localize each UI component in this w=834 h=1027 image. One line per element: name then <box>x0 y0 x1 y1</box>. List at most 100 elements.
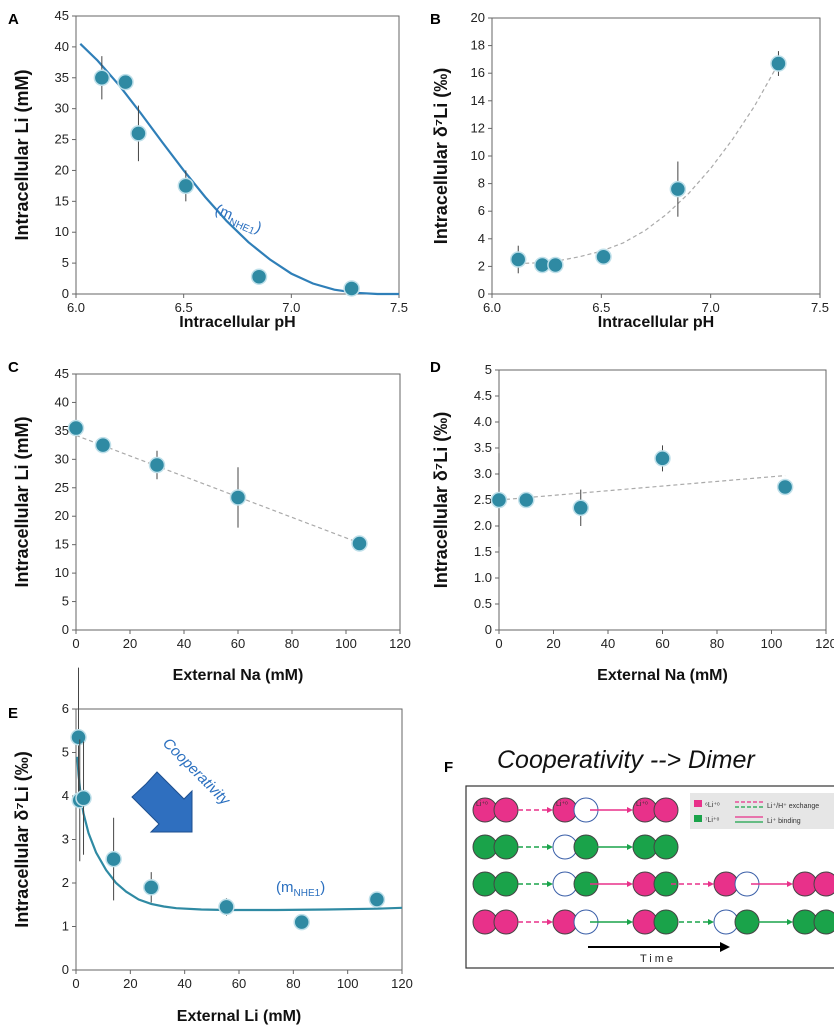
y-tick-label: 8 <box>478 176 485 191</box>
x-tick-label: 20 <box>546 636 560 651</box>
arrow-head <box>547 881 553 887</box>
y-axis-label: Intracellular δ⁷Li (‰) <box>431 68 451 244</box>
y-tick-label: 0.5 <box>474 596 492 611</box>
data-point <box>130 125 147 142</box>
x-tick-label: 0 <box>495 636 502 651</box>
x-tick-label: 0 <box>72 976 79 991</box>
transporter-circle <box>813 909 834 935</box>
y-tick-label: 3.0 <box>474 466 492 481</box>
transporter-circle <box>713 909 739 935</box>
y-tick-label: 18 <box>471 38 485 53</box>
x-tick-label: 120 <box>391 976 413 991</box>
x-tick-label: 7.5 <box>390 300 408 315</box>
plot-frame <box>498 369 827 631</box>
y-tick-label: 20 <box>471 10 485 25</box>
x-tick-label: 6.5 <box>175 300 193 315</box>
x-tick-label: 7.0 <box>702 300 720 315</box>
x-tick-label: 7.0 <box>282 300 300 315</box>
data-point <box>148 456 166 474</box>
y-tick-label: 25 <box>55 480 69 495</box>
y-axis-label: Intracellular δ⁷Li (‰) <box>12 751 32 927</box>
transporter-circle <box>653 909 679 935</box>
y-axis-label: Intracellular δ⁷Li (‰) <box>431 412 451 588</box>
plot-frame <box>491 17 821 295</box>
data-point <box>595 248 612 265</box>
y-tick-label: 3 <box>62 832 69 847</box>
data-point <box>490 491 508 509</box>
y-tick-label: 0 <box>62 962 69 977</box>
circle-label: Li⁺ᵒ <box>556 801 568 808</box>
transporter-circle <box>552 871 578 897</box>
y-tick-label: 15 <box>55 537 69 552</box>
chart-b: 0 2 4 6 8 10 12 14 16 18 20 6.0 6.5 7.0 7.5 Intracellul… <box>431 10 829 331</box>
y-tick-label: 35 <box>55 70 69 85</box>
arrow-head <box>547 807 553 813</box>
arrow-head <box>627 881 633 887</box>
panel-f-title: Cooperativity --> Dimer <box>497 746 756 774</box>
y-tick-label: 35 <box>55 423 69 438</box>
y-tick-label: 4.5 <box>474 388 492 403</box>
transporter-circle <box>653 834 679 860</box>
y-tick-label: 6 <box>478 203 485 218</box>
x-axis-label: External Li (mM) <box>177 1008 301 1025</box>
legend-box <box>690 793 834 829</box>
data-point <box>229 489 247 506</box>
x-tick-label: 80 <box>710 636 724 651</box>
transporter-circle <box>653 797 679 823</box>
data-point <box>343 280 360 297</box>
chart-d: 0 0.5 1.0 1.5 2.0 2.5 3.0 3.5 4.0 4.5 5 0 20 40 60 80 10… <box>431 362 834 684</box>
transporter-circle <box>552 834 578 860</box>
y-tick-label: 20 <box>55 162 69 177</box>
x-axis-label: External Na (mM) <box>173 667 304 684</box>
panel-label-c: C <box>8 359 19 376</box>
x-tick-label: 6.5 <box>592 300 610 315</box>
trend-line <box>498 475 786 501</box>
arrow-head <box>787 919 793 925</box>
data-point <box>142 879 160 896</box>
x-tick-label: 80 <box>285 636 299 651</box>
arrow-head <box>708 919 714 925</box>
data-point <box>250 268 268 285</box>
data-point <box>67 419 85 437</box>
y-tick-label: 16 <box>471 65 485 80</box>
x-tick-label: 6.0 <box>67 300 85 315</box>
panel-label-d: D <box>430 359 441 376</box>
fit-annotation: (mNHE1) <box>276 879 325 899</box>
time-arrow-head <box>720 942 730 952</box>
y-tick-label: 30 <box>55 451 69 466</box>
transporter-circle <box>552 909 578 935</box>
legend-binding-text: Li⁺ binding <box>767 818 801 825</box>
data-point <box>572 499 589 517</box>
arrow-head <box>627 919 633 925</box>
transporter-circle <box>713 871 739 897</box>
transporter-circle <box>632 909 658 935</box>
y-tick-label: 20 <box>55 508 69 523</box>
x-tick-label: 7.5 <box>811 300 829 315</box>
circle-label: Li⁺ᵒ <box>476 801 488 808</box>
data-point <box>368 891 386 908</box>
y-tick-label: 10 <box>55 565 69 580</box>
y-tick-label: 15 <box>55 193 69 208</box>
fit-curve <box>76 756 403 912</box>
y-tick-label: 5 <box>62 594 69 609</box>
y-tick-label: 5 <box>62 745 69 760</box>
y-tick-label: 2 <box>62 875 69 890</box>
cooperativity-arrow <box>131 771 193 833</box>
x-tick-label: 100 <box>335 636 357 651</box>
transporter-circle <box>472 871 498 897</box>
x-axis-label: Intracellular pH <box>598 314 714 331</box>
data-point <box>776 478 794 496</box>
data-point <box>105 850 122 868</box>
x-tick-label: 120 <box>815 636 834 651</box>
chart-c: 0 5 10 15 20 25 30 35 40 45 0 20 40 60 80 100 120 Externa… <box>12 366 411 684</box>
x-tick-label: 6.0 <box>483 300 501 315</box>
y-tick-label: 4 <box>62 788 69 803</box>
fit-annotation: (mNHE1) <box>211 201 264 239</box>
legend-swatch-pink <box>694 800 702 807</box>
data-point <box>93 69 111 87</box>
y-tick-label: 3.5 <box>474 440 492 455</box>
arrow-head <box>547 919 553 925</box>
x-axis-label: Intracellular pH <box>179 314 295 331</box>
y-tick-label: 1.0 <box>474 570 492 585</box>
